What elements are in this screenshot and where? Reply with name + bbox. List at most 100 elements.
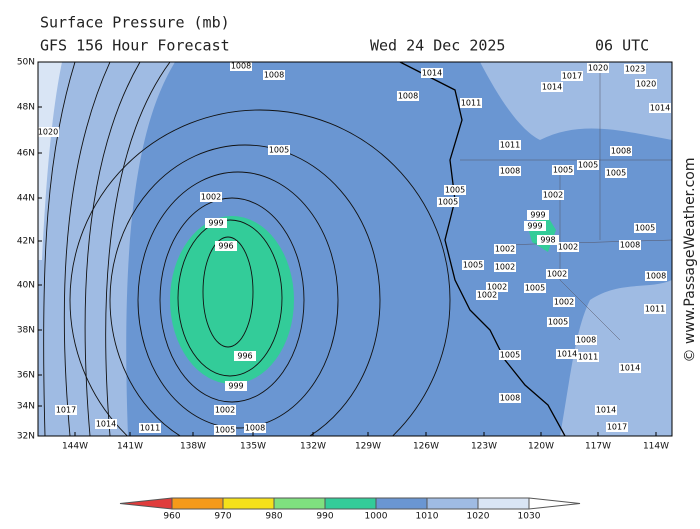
low-990-1000 (170, 216, 294, 384)
isobar-label-box (605, 168, 627, 178)
isobar-label: 1014 (650, 104, 670, 113)
isobar-label: 1002 (487, 283, 507, 292)
isobar-label: 999 (228, 382, 243, 391)
isobar-label: 1005 (438, 198, 458, 207)
lon-label: 132W (300, 442, 326, 452)
isobar-label-box (476, 290, 498, 300)
isobar-label-box (587, 63, 609, 73)
isobar-label-box (263, 70, 285, 80)
isobar-label-box (645, 271, 667, 281)
lon-label: 120W (528, 442, 554, 452)
isobar-label-box (215, 241, 237, 251)
isobar-label: 1005 (548, 318, 568, 327)
isobar-label-box (230, 62, 252, 71)
isobar-label-box (606, 422, 628, 432)
lat-label: 32N (17, 432, 35, 442)
map-area: 1008100810081005100299999699699910021005… (38, 62, 672, 436)
isobar-label: 1002 (554, 298, 574, 307)
subtitle: GFS 156 Hour Forecast (40, 37, 230, 55)
isobar-label-box (557, 242, 579, 252)
isobar-label-box (541, 82, 563, 92)
colorbar-label: 960 (163, 512, 180, 522)
isobar-label: 1002 (495, 245, 515, 254)
isobar-label-box (644, 304, 666, 314)
isobar-label: 1005 (463, 261, 483, 270)
lon-label: 138W (180, 442, 206, 452)
lat-label: 44N (17, 194, 35, 204)
colorbar-label: 980 (265, 512, 282, 522)
isobar-label-box (595, 405, 617, 415)
isobar-label-box (499, 140, 521, 150)
lon-label: 144W (62, 442, 88, 452)
map-frame (37, 61, 673, 437)
isobar-label: 1002 (215, 406, 235, 415)
isobar-label-box (624, 64, 646, 74)
lon-label: 126W (413, 442, 439, 452)
isobar-label: 1008 (646, 272, 666, 281)
isobar-label-box (214, 405, 236, 415)
isobar-label-box (547, 317, 569, 327)
isobar-label-box (635, 79, 657, 89)
isobar-label: 1005 (525, 284, 545, 293)
isobar-label-box (460, 98, 482, 108)
isobar-label-box (649, 103, 671, 113)
isobar-label-box (244, 423, 266, 433)
isobar-label-box (524, 283, 546, 293)
isobar-label: 1011 (645, 305, 665, 314)
colorbar-segment (477, 497, 530, 510)
lat-label: 38N (17, 326, 35, 336)
isobar-label: 1008 (245, 424, 265, 433)
isobar-label: 1008 (231, 62, 251, 71)
colorbar-label: 1030 (518, 512, 541, 522)
isobar-label-box (95, 419, 117, 429)
isobar-label-box (55, 405, 77, 415)
isobar-label-box (494, 262, 516, 272)
lon-label: 129W (355, 442, 381, 452)
field-1020 (38, 62, 62, 260)
isobar-label-box (38, 127, 59, 137)
isobar-label-box (527, 210, 549, 220)
isobar-label-box (619, 363, 641, 373)
isobar-label: 1005 (269, 146, 289, 155)
colorbar-label: 1000 (365, 512, 388, 522)
isobar-label: 1002 (543, 191, 563, 200)
isobar-label: 1014 (557, 350, 577, 359)
isobar-label: 1002 (558, 243, 578, 252)
lat-label: 50N (17, 58, 35, 68)
isobar-label-box (268, 145, 290, 155)
isobar-label-box (619, 240, 641, 250)
isobar-label: 1020 (636, 80, 656, 89)
isobar-label-box (421, 68, 443, 78)
isobar-label-box (494, 244, 516, 254)
isobar-label: 1008 (398, 92, 418, 101)
isobar-label-box (537, 235, 559, 245)
isobar-label: 1005 (578, 161, 598, 170)
colorbar-segment (426, 497, 479, 510)
isobar-label: 1008 (500, 167, 520, 176)
lon-label: 123W (471, 442, 497, 452)
borders (460, 62, 672, 341)
isobar-label-box (577, 160, 599, 170)
isobar-label-box (397, 91, 419, 101)
isobar-label-box (524, 221, 546, 231)
isobar-label-box (462, 260, 484, 270)
colorbar-segment (273, 497, 326, 510)
isobars (43, 62, 451, 436)
isobar-label-box (577, 352, 599, 362)
coastline (399, 62, 566, 436)
isobar-label: 1017 (607, 423, 627, 432)
isobar-label: 1014 (96, 420, 116, 429)
isobar-label: 1011 (578, 353, 598, 362)
isobar-label: 1008 (620, 241, 640, 250)
isobar-label: 1017 (56, 406, 76, 415)
isobar-label-box (499, 393, 521, 403)
isobar-label: 1014 (422, 69, 442, 78)
colorbar-segment (222, 497, 275, 510)
lat-label: 42N (17, 237, 35, 247)
isobar-label-box (553, 297, 575, 307)
isobar-label-box (561, 71, 583, 81)
isobar-label: 1020 (588, 64, 608, 73)
field-se (560, 280, 672, 436)
colorbar-segment (324, 497, 377, 510)
